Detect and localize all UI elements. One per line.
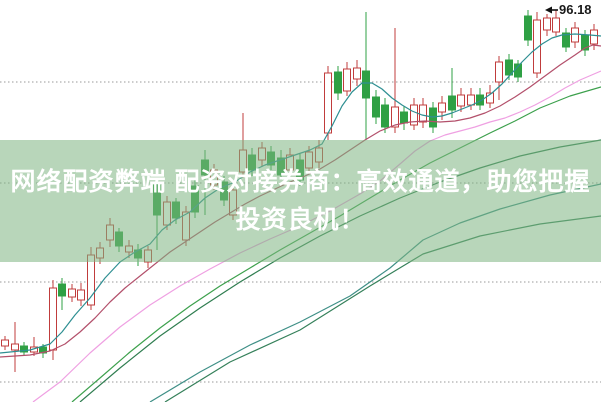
left-arrow-icon <box>545 6 552 14</box>
headline-banner: 网络配资弊端 配资对接券商：高效通道，助您把握 投资良机！ <box>0 140 601 262</box>
headline-line-2: 投资良机！ <box>235 206 366 234</box>
price-label: 96.18 <box>559 2 592 17</box>
headline-line-1: 网络配资弊端 配资对接券商：高效通道，助您把握 <box>10 168 591 196</box>
